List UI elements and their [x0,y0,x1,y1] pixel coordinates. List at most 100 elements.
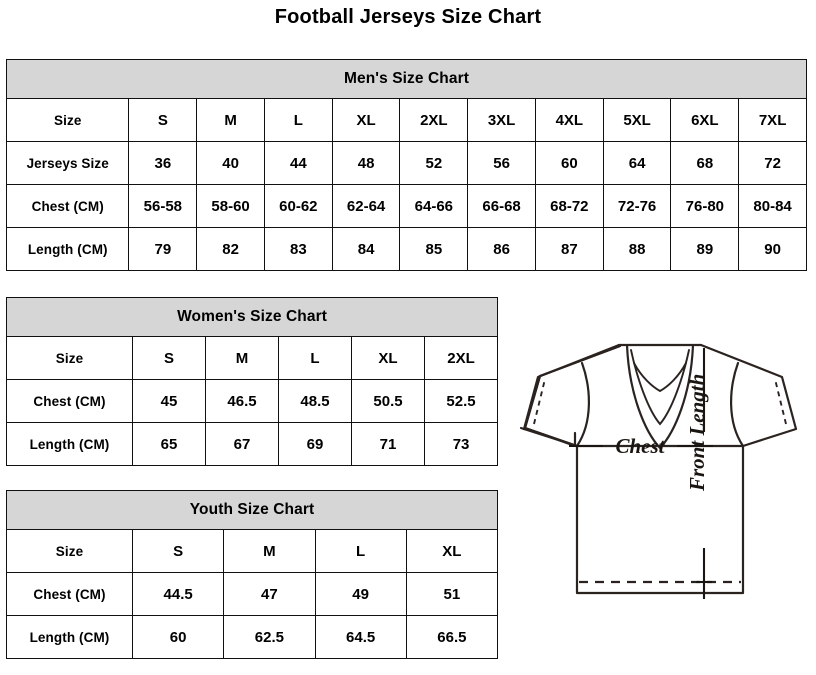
mens-cell: 68-72 [534,184,604,228]
womens-caption-row: Women's Size Chart [5,297,499,337]
mens-cell: 2XL [399,98,469,142]
table-row: Chest (CM) 56-58 58-60 60-62 62-64 64-66 66-68… [5,184,807,228]
mens-cell: 72 [738,141,807,185]
mens-cell: 79 [128,227,198,271]
mens-cell: 56-58 [128,184,198,228]
youth-cell: 51 [405,572,499,616]
mens-cell: 68 [670,141,740,185]
mens-caption: Men's Size Chart [6,59,807,99]
womens-cell: 65 [132,422,206,466]
mens-cell: 83 [263,227,333,271]
mens-cell: 89 [670,227,740,271]
womens-cell: 67 [205,422,279,466]
womens-cell: 69 [278,422,352,466]
mens-caption-row: Men's Size Chart [6,59,807,99]
table-row: Size S M L XL 2XL 3XL 4XL 5XL 6XL 7XL [5,98,807,142]
womens-caption: Women's Size Chart [5,297,499,337]
mens-cell: 90 [738,227,807,271]
womens-cell: 50.5 [351,379,425,423]
mens-row-label: Chest (CM) [5,184,130,228]
womens-row-label: Length (CM) [6,422,133,466]
table-row: Length (CM) 79 82 83 84 85 86 87 88 89 90 [5,227,807,271]
mens-cell: 66-68 [467,184,536,228]
page-title: Football Jerseys Size Chart [274,6,542,28]
mens-cell: 86 [467,227,536,271]
mens-cell: 36 [128,141,198,185]
chest-measure-label: Chest [615,434,665,458]
youth-cell: 64.5 [314,615,407,659]
jersey-measurement-diagram: Chest Front Length [505,336,815,656]
mens-cell: 44 [263,141,333,185]
mens-cell: 6XL [670,98,740,142]
youth-cell: S [131,529,225,573]
youth-cell: XL [405,529,499,573]
table-row: Size S M L XL [6,529,499,573]
youth-caption: Youth Size Chart [6,490,498,530]
mens-cell: M [196,98,265,142]
mens-cell: 82 [196,227,265,271]
mens-cell: 85 [399,227,469,271]
mens-cell: 58-60 [196,184,265,228]
womens-cell: 2XL [423,336,499,380]
mens-cell: 7XL [738,98,807,142]
mens-cell: 87 [534,227,604,271]
table-row: Length (CM) 60 62.5 64.5 66.5 [6,615,499,659]
mens-cell: 64-66 [399,184,469,228]
womens-cell: 45 [132,379,206,423]
womens-cell: 73 [423,422,499,466]
youth-caption-row: Youth Size Chart [6,490,498,530]
womens-cell: 48.5 [278,379,352,423]
table-row: Chest (CM) 44.5 47 49 51 [6,572,499,616]
table-row: Jerseys Size 36 40 44 48 52 56 60 64 68 72 [5,141,807,185]
mens-cell: 4XL [534,98,604,142]
youth-row-label: Chest (CM) [6,572,133,616]
mens-cell: 52 [399,141,469,185]
mens-cell: 3XL [467,98,536,142]
mens-cell: 72-76 [602,184,672,228]
mens-row-label: Size [5,98,130,142]
youth-size-chart-table: Youth Size Chart Size S M L XL Chest (CM) 44.5 4… [6,490,499,659]
youth-row-label: Size [6,529,133,573]
mens-cell: 5XL [602,98,672,142]
table-row: Length (CM) 65 67 69 71 73 [6,422,499,466]
womens-row-label: Chest (CM) [6,379,133,423]
mens-cell: 48 [331,141,401,185]
womens-cell: XL [351,336,425,380]
mens-size-chart-table: Men's Size Chart Size S M L XL 2XL 3XL 4XL 5XL 6XL… [5,59,807,271]
womens-size-chart-table: Women's Size Chart Size S M L XL 2XL Chest (CM)… [5,297,499,466]
mens-cell: 60 [534,141,604,185]
youth-cell: 49 [314,572,407,616]
mens-cell: L [263,98,333,142]
womens-cell: 46.5 [205,379,279,423]
mens-row-label: Jerseys Size [5,141,130,185]
mens-row-label: Length (CM) [5,227,130,271]
youth-cell: 60 [131,615,225,659]
mens-cell: 64 [602,141,672,185]
womens-cell: L [278,336,352,380]
youth-cell: 62.5 [223,615,316,659]
youth-cell: 47 [223,572,316,616]
womens-cell: S [132,336,206,380]
youth-cell: 44.5 [131,572,225,616]
table-row: Chest (CM) 45 46.5 48.5 50.5 52.5 [6,379,499,423]
mens-cell: S [128,98,198,142]
mens-cell: 56 [467,141,536,185]
mens-cell: 84 [331,227,401,271]
mens-cell: 88 [602,227,672,271]
youth-cell: 66.5 [405,615,499,659]
womens-cell: M [205,336,279,380]
womens-row-label: Size [6,336,133,380]
womens-cell: 71 [351,422,425,466]
youth-cell: M [223,529,316,573]
womens-cell: 52.5 [423,379,499,423]
mens-cell: 60-62 [263,184,333,228]
mens-cell: 80-84 [738,184,807,228]
youth-row-label: Length (CM) [6,615,133,659]
mens-cell: 76-80 [670,184,740,228]
mens-cell: 62-64 [331,184,401,228]
youth-cell: L [314,529,407,573]
table-row: Size S M L XL 2XL [6,336,499,380]
mens-cell: 40 [196,141,265,185]
front-length-measure-label: Front Length [685,374,709,492]
mens-cell: XL [331,98,401,142]
